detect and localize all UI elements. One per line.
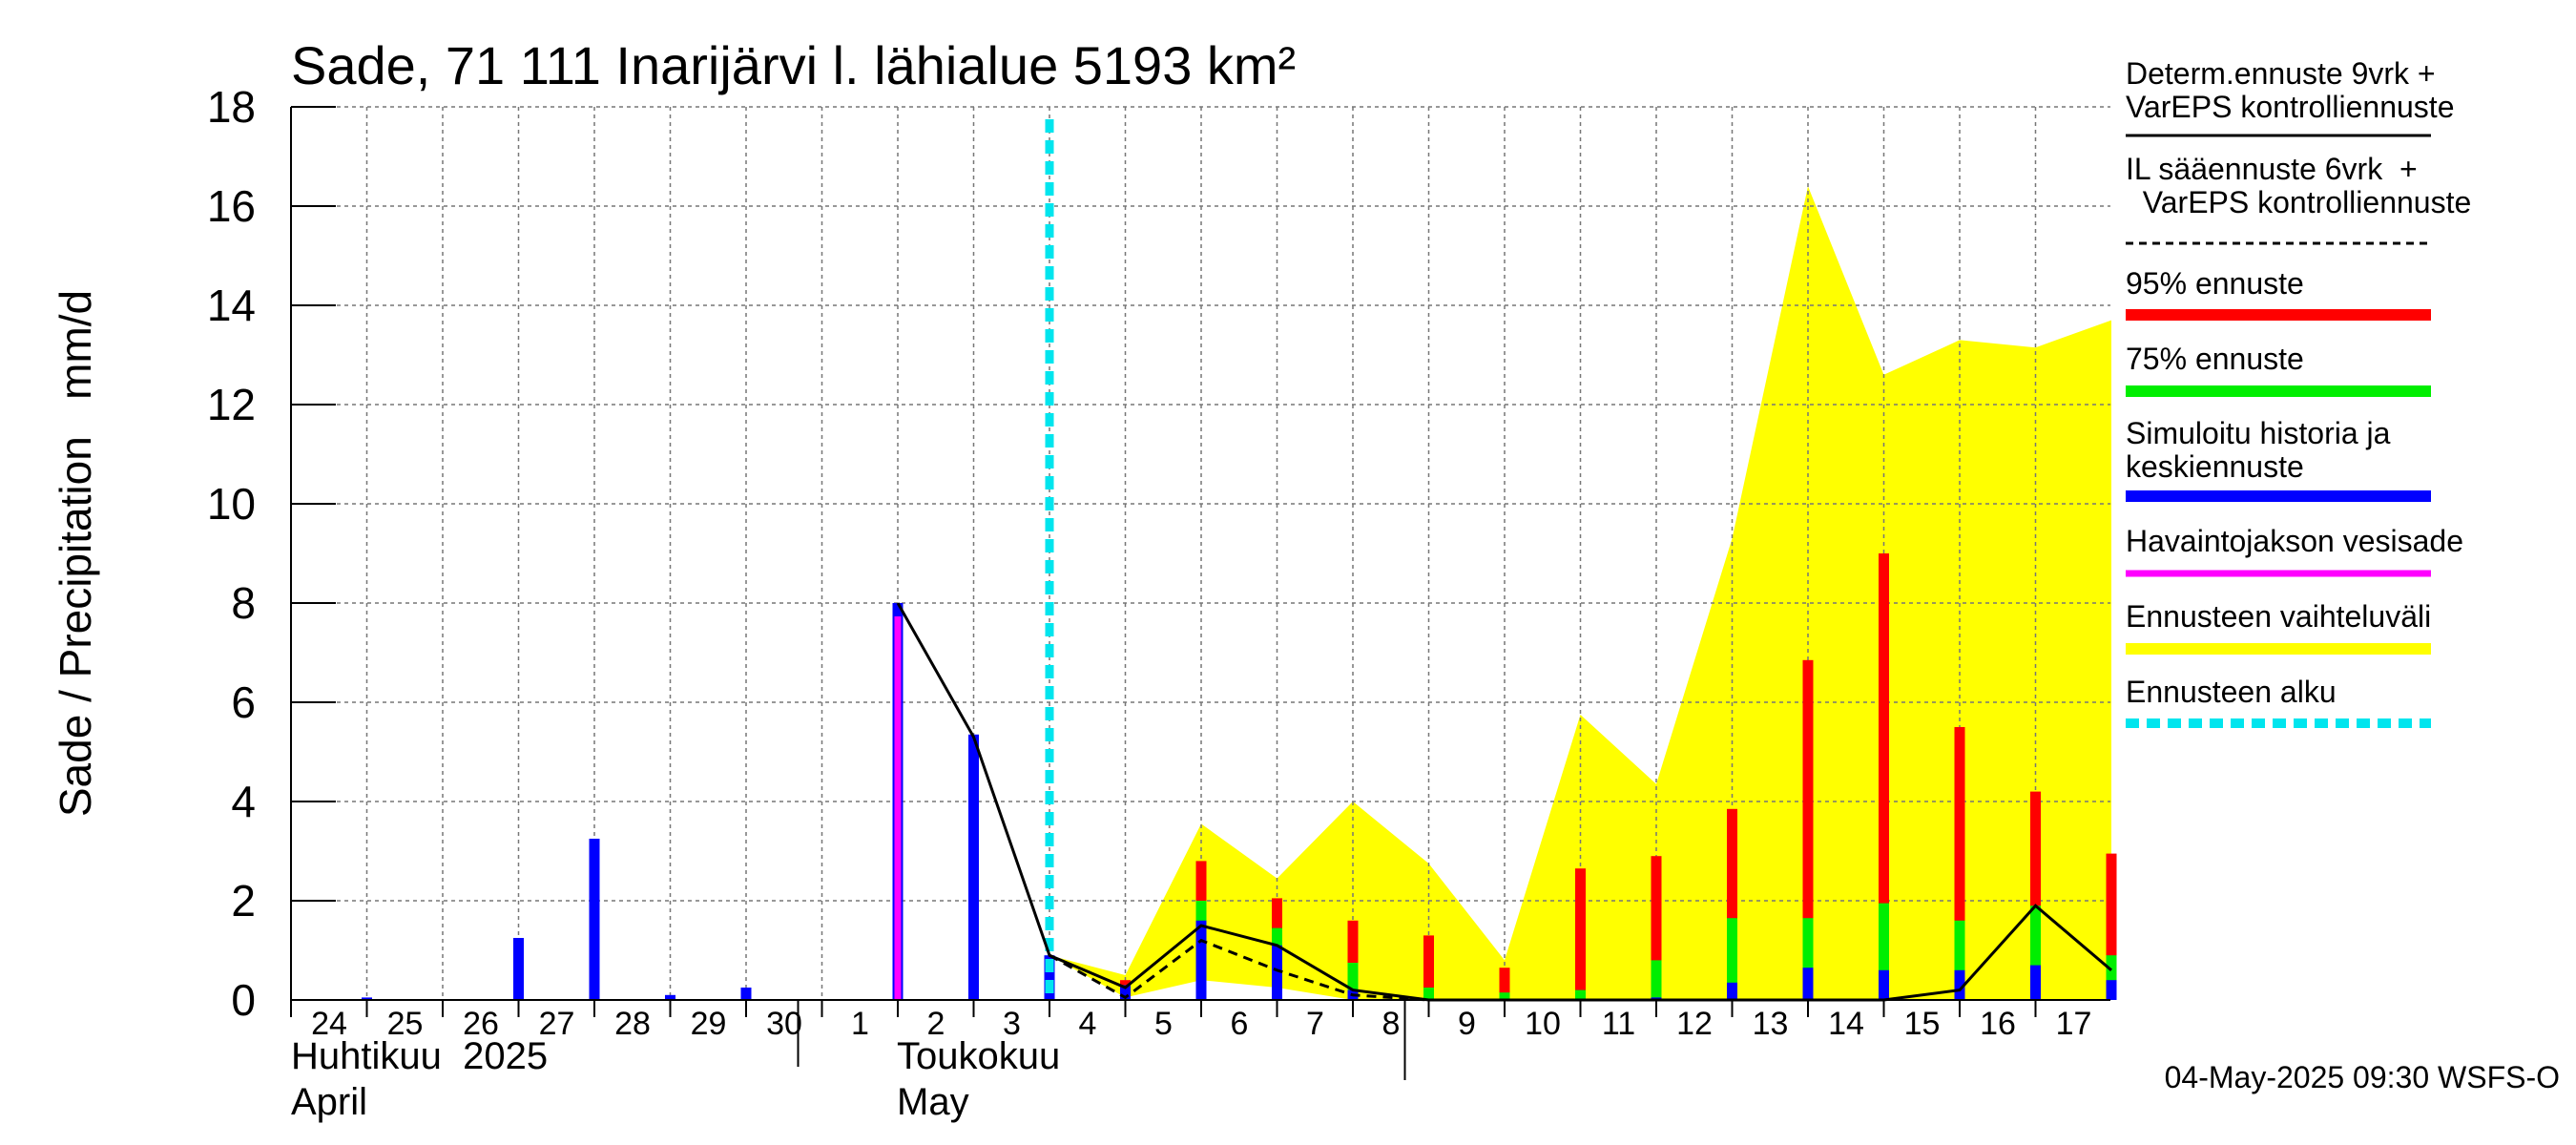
x-tick-label: 30 — [766, 1006, 802, 1042]
median-bar — [1195, 920, 1207, 1000]
legend-label: VarEPS kontrolliennuste — [2126, 185, 2471, 219]
history-bar — [1044, 955, 1055, 1000]
x-tick-label: 6 — [1231, 1006, 1249, 1042]
x-tick-label: 12 — [1676, 1006, 1713, 1042]
p75-bar — [1651, 960, 1662, 1000]
legend-label: keskiennuste — [2126, 449, 2304, 484]
x-tick-label: 5 — [1154, 1006, 1173, 1042]
median-bar — [1727, 982, 1737, 1000]
y-tick-label: 10 — [207, 479, 256, 529]
x-tick-label: 17 — [2056, 1006, 2092, 1042]
p95-bar — [1575, 868, 1586, 1000]
p95-bar — [1651, 856, 1662, 1000]
y-tick-label: 12 — [207, 380, 256, 429]
y-tick-label: 16 — [207, 181, 256, 231]
p95-bar — [1954, 727, 1965, 1000]
x-tick-label: 9 — [1458, 1006, 1476, 1042]
history-bar — [740, 988, 752, 1000]
p95-bar — [1423, 935, 1434, 1000]
p75-bar — [1575, 989, 1586, 1000]
y-tick-label: 18 — [207, 82, 256, 132]
history-bar — [665, 994, 675, 1000]
y-tick-label: 6 — [231, 677, 256, 727]
legend-label: Havaintojakson vesisade — [2126, 524, 2463, 558]
month-label-may-en: May — [897, 1081, 969, 1123]
p75-bar — [1802, 918, 1814, 1000]
legend-label: 75% ennuste — [2126, 342, 2304, 376]
median-bar — [1120, 985, 1131, 1000]
x-tick-label: 11 — [1602, 1006, 1635, 1042]
x-tick-label: 27 — [539, 1006, 575, 1042]
legend-label: Ennusteen vaihteluväli — [2126, 599, 2431, 634]
legend-label: 95% ennuste — [2126, 266, 2304, 301]
p75-bar — [1954, 920, 1965, 1000]
y-tick-label: 0 — [231, 975, 256, 1025]
median-bar — [1879, 969, 1889, 1000]
history-bar — [589, 839, 600, 1000]
p95-bar — [2030, 791, 2041, 1000]
p95-bar — [1499, 968, 1510, 1000]
y-tick-label: 4 — [231, 777, 256, 826]
forecast-range-band — [1049, 186, 2111, 1000]
median-bar — [1954, 969, 1965, 1000]
median-bar — [1802, 968, 1814, 1000]
observed-bar — [894, 616, 902, 1000]
x-tick-label: 26 — [463, 1006, 499, 1042]
median-bar — [1272, 945, 1282, 1000]
chart-title: Sade, 71 111 Inarijärvi l. lähialue 5193… — [291, 35, 1296, 95]
il-forecast-line — [1049, 938, 1505, 1002]
legend-label: Ennusteen alku — [2126, 675, 2337, 709]
x-tick-label: 28 — [614, 1006, 651, 1042]
median-bar — [2106, 980, 2117, 1000]
x-tick-label: 3 — [1003, 1006, 1021, 1042]
x-tick-label: 2 — [927, 1006, 945, 1042]
y-tick-label: 2 — [231, 876, 256, 926]
timestamp: 04-May-2025 09:30 WSFS-O — [2165, 1060, 2560, 1094]
legend-label: VarEPS kontrolliennuste — [2126, 90, 2454, 124]
p95-bar — [1802, 659, 1814, 1000]
legend-label: Determ.ennuste 9vrk + — [2126, 56, 2436, 91]
x-tick-label: 8 — [1382, 1006, 1401, 1042]
x-tick-label: 16 — [1980, 1006, 2016, 1042]
legend-label: Simuloitu historia ja — [2126, 416, 2391, 450]
p95-bar — [1347, 920, 1359, 1000]
p75-bar — [1727, 918, 1737, 1000]
legend-label: IL sääennuste 6vrk + — [2126, 152, 2418, 186]
p75-bar — [2030, 906, 2041, 1000]
y-axis-label: Sade / Precipitation mm/d — [51, 290, 100, 817]
p75-bar — [1879, 903, 1889, 1000]
x-tick-label: 4 — [1079, 1006, 1097, 1042]
history-bar — [362, 997, 372, 1000]
p75-bar — [2106, 955, 2117, 1000]
forecast-range-band-layer — [1049, 186, 2111, 1000]
p75-bar — [1499, 992, 1510, 1000]
x-tick-label: 25 — [387, 1006, 424, 1042]
p95-bar — [1879, 553, 1889, 1000]
bars-layer — [362, 553, 2117, 1000]
x-tick-label: 7 — [1306, 1006, 1324, 1042]
month-label-april-en: April — [291, 1081, 367, 1123]
x-tick-label: 1 — [851, 1006, 869, 1042]
x-tick-label: 14 — [1828, 1006, 1864, 1042]
legend: Determ.ennuste 9vrk +VarEPS kontrollienn… — [2126, 56, 2471, 728]
x-tick-label: 13 — [1753, 1006, 1789, 1042]
x-tick-label: 29 — [691, 1006, 727, 1042]
y-tick-label: 8 — [231, 578, 256, 628]
median-bar — [2030, 965, 2041, 1000]
history-bar — [513, 938, 524, 1000]
p95-bar — [1727, 808, 1737, 1000]
x-tick-label: 10 — [1525, 1006, 1561, 1042]
x-tick-label: 24 — [311, 1006, 347, 1042]
month-label-may-fi: Toukokuu — [897, 1035, 1060, 1077]
history-bar — [968, 734, 979, 1000]
p75-bar — [1347, 963, 1359, 1000]
month-label-april-fi: Huhtikuu 2025 — [291, 1035, 548, 1077]
y-tick-label: 14 — [207, 281, 256, 330]
x-tick-label: 15 — [1904, 1006, 1941, 1042]
p95-bar — [2106, 853, 2117, 1000]
p75-bar — [1423, 988, 1434, 1000]
